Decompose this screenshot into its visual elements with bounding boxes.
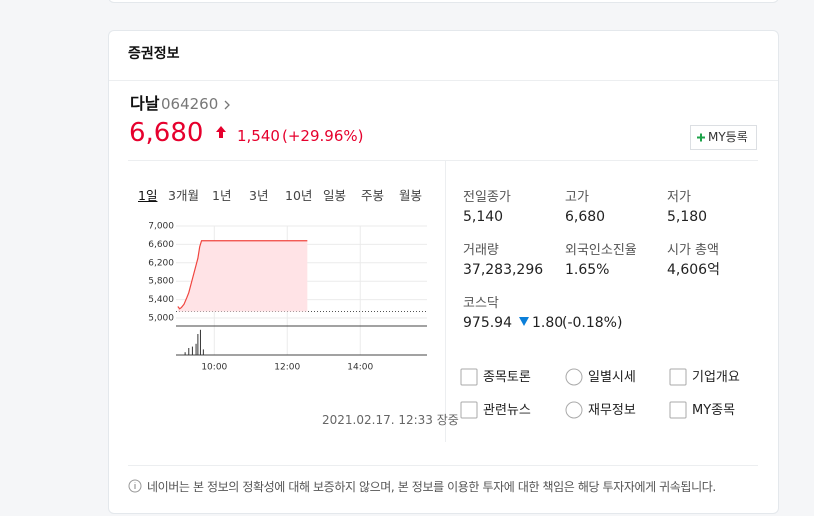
stat-label: 전일종가 [463, 190, 511, 205]
stock-code[interactable]: 064260 [161, 95, 219, 113]
previous-card [108, 0, 779, 3]
stock-price: 6,680 [129, 118, 204, 148]
link[interactable]: 관련뉴스 [483, 403, 531, 418]
chart-tab[interactable]: 3년 [249, 188, 269, 203]
chart-tab[interactable]: 일봉 [323, 188, 347, 203]
index-change-rate: (-0.18%) [562, 315, 623, 331]
notice: 네이버는 본 정보의 정확성에 대해 보증하지 않으며, 본 정보를 이용한 투… [147, 480, 716, 494]
stat-label: 외국인소진율 [565, 243, 637, 258]
chart-tab[interactable]: 3개월 [168, 188, 199, 203]
card-title: 증권정보 [128, 46, 180, 62]
my-button[interactable] [690, 125, 757, 150]
chart-tab[interactable]: 1년 [212, 188, 232, 203]
stat-value: 5,180 [667, 209, 708, 225]
link[interactable]: 재무정보 [588, 403, 636, 418]
index-name: 코스닥 [463, 296, 499, 311]
chart-tab[interactable]: 10년 [285, 188, 313, 203]
divider [128, 465, 758, 466]
stat-label: 거래량 [463, 243, 499, 258]
stat-value: 4,606억 [667, 262, 720, 278]
link[interactable]: 일별시세 [588, 370, 636, 385]
chart-tab[interactable]: 주봉 [361, 188, 385, 203]
timestamp: 2021.02.17. 12:33 장중 [322, 413, 459, 427]
stock-name[interactable]: 다날 [130, 94, 160, 113]
stat-label: 저가 [667, 190, 691, 205]
divider [128, 160, 758, 161]
index-change: 1.80 [532, 315, 564, 331]
stat-label: 시가 총액 [667, 243, 719, 258]
stat-value: 37,283,296 [463, 262, 544, 278]
stock-change-rate: (+29.96%) [282, 127, 364, 145]
stat-value: 5,140 [463, 209, 504, 225]
stat-value: 6,680 [565, 209, 606, 225]
index-value: 975.94 [463, 315, 512, 331]
stock-change: 1,540 [237, 127, 280, 145]
divider [445, 160, 446, 442]
chart-tab[interactable]: 1일 [138, 188, 158, 203]
stat-value: 1.65% [565, 262, 610, 278]
link[interactable]: MY종목 [692, 403, 736, 418]
divider [109, 80, 778, 81]
my-button-label[interactable]: MY등록 [708, 130, 748, 144]
link[interactable]: 종목토론 [483, 370, 531, 385]
link[interactable]: 기업개요 [692, 370, 740, 385]
chart-tab[interactable]: 월봉 [399, 188, 423, 203]
stat-label: 고가 [565, 190, 589, 205]
